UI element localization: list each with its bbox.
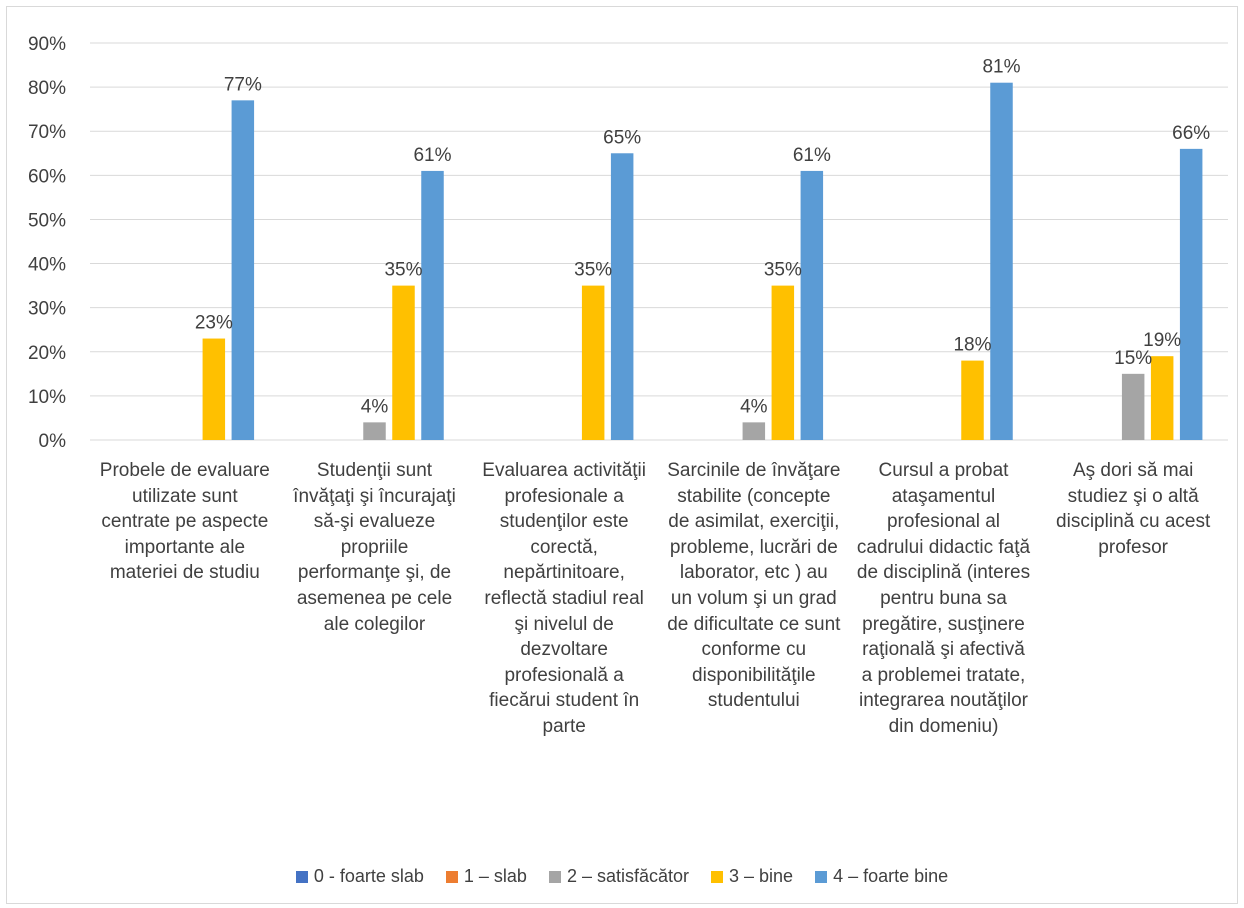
bar [202, 338, 226, 440]
bar [610, 153, 634, 440]
y-tick-label: 50% [28, 210, 66, 231]
legend-swatch [445, 870, 458, 883]
bar [392, 285, 415, 440]
y-axis-ticks: 0% 10% 20% 30% 40% 50% 60% 70% 80% 90% [28, 34, 66, 452]
y-tick-label: 30% [28, 299, 66, 320]
bar [363, 422, 386, 440]
y-tick-label: 80% [28, 78, 66, 99]
category-label: Cursul a probat ataşamentul profesional … [856, 460, 1031, 737]
data-label: 81% [982, 57, 1020, 78]
bars [202, 82, 1203, 440]
category-label: Sarcinile de învăţare stabilite (concept… [667, 460, 841, 712]
y-tick-label: 90% [28, 34, 66, 55]
legend-swatch [711, 870, 723, 883]
legend-item: 2 – satisfăcător [548, 866, 689, 887]
bar [990, 82, 1013, 440]
bar [1179, 148, 1203, 440]
y-tick-label: 70% [28, 122, 66, 143]
legend-swatch [548, 870, 561, 883]
bar [961, 360, 984, 440]
data-label: 35% [764, 260, 802, 281]
bar [581, 285, 605, 440]
y-tick-label: 10% [28, 387, 66, 408]
bar [742, 422, 766, 440]
category-label: Studenţii sunt învăţaţi şi încurajaţi să… [293, 460, 456, 635]
bar [231, 100, 255, 440]
data-label: 77% [224, 74, 262, 95]
category-label: Probele de evaluare utilizate sunt centr… [99, 460, 270, 584]
legend-label: 0 - foarte slab [313, 866, 424, 886]
data-label: 35% [574, 260, 612, 281]
legend: 0 - foarte slab 1 – slab 2 – satisfăcător 3… [0, 866, 1244, 887]
gridlines [90, 42, 1228, 441]
data-label: 18% [953, 335, 991, 356]
bar [1150, 356, 1174, 440]
data-label: 23% [195, 313, 233, 334]
legend-label: 3 – bine [729, 866, 794, 886]
data-labels: 23% 77% 4% 35% 61% 35% 65% 4% 35% 61% 18% 81% 15%19%… [195, 57, 1210, 418]
bar [421, 170, 444, 440]
y-tick-label: 40% [28, 255, 66, 276]
legend-item: 4 – foarte bine [815, 866, 948, 887]
y-tick-label: 20% [28, 343, 66, 364]
bar [771, 285, 795, 440]
legend-label: 1 – slab [463, 866, 527, 886]
y-tick-label: 60% [28, 166, 66, 187]
data-label: 65% [603, 127, 641, 148]
data-label: 61% [793, 145, 831, 166]
data-label: 15% [1114, 348, 1152, 369]
legend-item: 3 – bine [711, 866, 793, 887]
legend-label: 2 – satisfăcător [566, 866, 689, 886]
category-label: Evaluarea activităţii profesionale a stu… [482, 460, 646, 737]
legend-item: 1 – slab [445, 866, 527, 887]
data-label: 66% [1172, 123, 1210, 144]
legend-swatch [295, 870, 308, 883]
legend-item: 0 - foarte slab [295, 866, 424, 887]
data-label: 4% [361, 396, 389, 417]
legend-label: 4 – foarte bine [833, 866, 949, 886]
data-label: 35% [384, 260, 422, 281]
data-label: 4% [740, 396, 768, 417]
y-tick-label: 0% [39, 431, 67, 452]
data-label: 19% [1143, 330, 1181, 351]
legend-swatch [815, 870, 828, 883]
bar [800, 170, 824, 440]
data-label: 61% [413, 145, 451, 166]
bar [1121, 373, 1145, 440]
category-label: Aş dori să mai studiez şi o altă discipl… [1056, 460, 1211, 558]
